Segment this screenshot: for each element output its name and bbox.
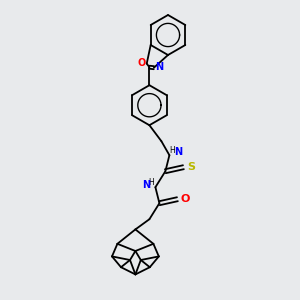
Text: N: N [155, 62, 163, 72]
Text: N: N [174, 147, 182, 157]
Text: O: O [181, 194, 190, 204]
Text: H: H [169, 146, 175, 155]
Text: H: H [148, 178, 154, 187]
Text: N: N [142, 180, 151, 190]
Text: O: O [138, 58, 146, 68]
Text: S: S [188, 162, 195, 172]
